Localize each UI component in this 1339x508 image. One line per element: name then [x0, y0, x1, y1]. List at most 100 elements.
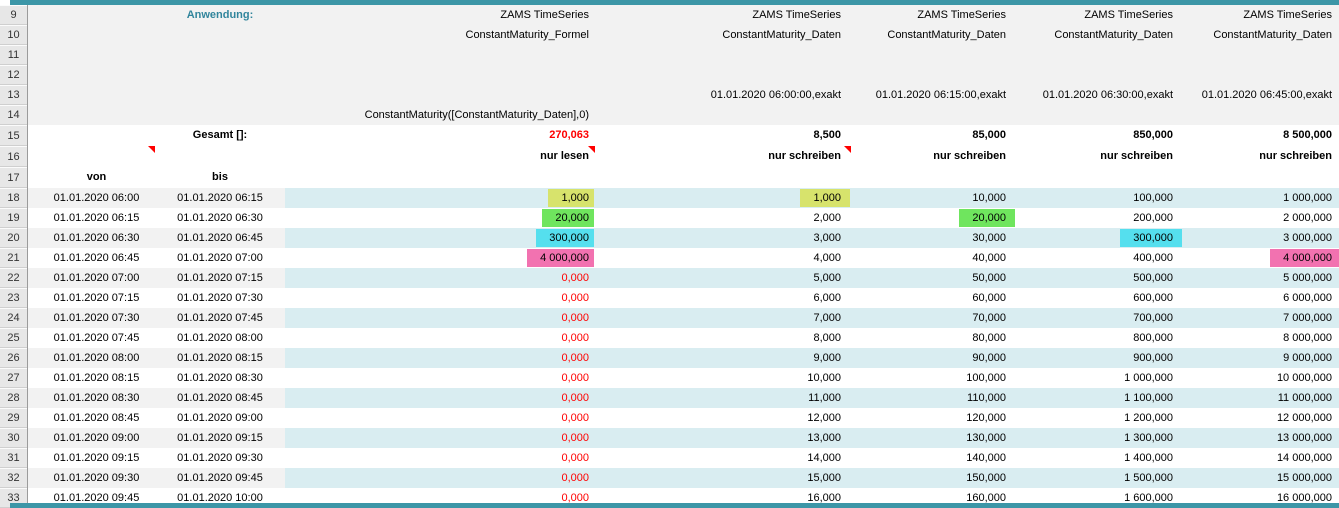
daten1-value-cell[interactable]: 1,000 — [595, 188, 851, 208]
formel-value-cell[interactable]: 0,000 — [285, 468, 595, 488]
formula-cell[interactable]: ConstantMaturity([ConstantMaturity_Daten… — [285, 105, 595, 125]
daten1-value-cell[interactable]: 7,000 — [595, 308, 851, 328]
cell-r14-daten2[interactable] — [851, 105, 1016, 125]
daten1-value-cell[interactable]: 15,000 — [595, 468, 851, 488]
cell-r14-von[interactable] — [38, 105, 155, 125]
row-header-31[interactable]: 31 — [0, 448, 27, 468]
daten4-value-cell[interactable]: 9 000,000 — [1184, 348, 1339, 368]
row-header-14[interactable]: 14 — [0, 105, 27, 125]
cell-r17-daten2[interactable] — [851, 167, 1016, 188]
cell-r14-daten4[interactable] — [1184, 105, 1339, 125]
von-cell[interactable]: 01.01.2020 08:00 — [38, 348, 155, 368]
row-header-22[interactable]: 22 — [0, 268, 27, 288]
row-header-28[interactable]: 28 — [0, 388, 27, 408]
daten1-value-cell[interactable]: 10,000 — [595, 368, 851, 388]
gesamt-daten3-cell[interactable]: 850,000 — [1016, 125, 1184, 146]
row-header-11[interactable]: 11 — [0, 45, 27, 65]
bis-cell[interactable]: 01.01.2020 08:45 — [155, 388, 285, 408]
gesamt-formel-cell[interactable]: 270,063 — [285, 125, 595, 146]
cell-r9-daten4[interactable]: ZAMS TimeSeries — [1184, 5, 1339, 25]
cell-r13-von[interactable] — [38, 85, 155, 105]
cell-r10-von[interactable] — [38, 25, 155, 45]
daten1-value-cell[interactable]: 6,000 — [595, 288, 851, 308]
daten1-value-cell[interactable]: 11,000 — [595, 388, 851, 408]
von-cell[interactable]: 01.01.2020 07:00 — [38, 268, 155, 288]
daten4-value-cell[interactable]: 8 000,000 — [1184, 328, 1339, 348]
daten1-value-cell[interactable]: 2,000 — [595, 208, 851, 228]
daten3-value-cell[interactable]: 1 100,000 — [1016, 388, 1184, 408]
bis-cell[interactable]: 01.01.2020 06:30 — [177, 212, 263, 224]
formel-value-cell[interactable]: 0,000 — [285, 488, 595, 508]
row-header-29[interactable]: 29 — [0, 408, 27, 428]
daten3-value-cell[interactable]: 1 500,000 — [1016, 468, 1184, 488]
row-header-13[interactable]: 13 — [0, 85, 27, 105]
von-cell[interactable]: 01.01.2020 09:00 — [38, 428, 155, 448]
von-cell[interactable]: 01.01.2020 06:00 — [38, 188, 155, 208]
formel-value-cell[interactable]: 0,000 — [285, 308, 595, 328]
daten3-value-cell[interactable]: 300,000 — [1016, 228, 1184, 248]
daten2-value-cell[interactable]: 60,000 — [851, 288, 1016, 308]
row-header-25[interactable]: 25 — [0, 328, 27, 348]
daten4-value-cell[interactable]: 7 000,000 — [1184, 308, 1339, 328]
daten2-value-cell[interactable]: 160,000 — [851, 488, 1016, 508]
daten2-value-cell[interactable]: 30,000 — [851, 228, 1016, 248]
gesamt-label-cell[interactable]: Gesamt []: — [155, 125, 285, 146]
von-cell[interactable]: 01.01.2020 08:30 — [38, 388, 155, 408]
daten2-value-cell[interactable]: 100,000 — [851, 368, 1016, 388]
formel-value-cell[interactable]: 0,000 — [285, 348, 595, 368]
formel-value-cell[interactable]: 20,000 — [285, 208, 595, 228]
cell-r17-daten3[interactable] — [1016, 167, 1184, 188]
cell-r9-formel[interactable]: ZAMS TimeSeries — [285, 5, 595, 25]
formel-value-cell[interactable]: 1,000 — [285, 188, 595, 208]
bis-header-cell[interactable]: bis — [155, 167, 285, 188]
daten1-value-cell[interactable]: 14,000 — [595, 448, 851, 468]
daten1-value-cell[interactable]: 4,000 — [595, 248, 851, 268]
mode-daten4-cell[interactable]: nur schreiben — [1184, 146, 1339, 167]
formel-value-cell[interactable]: 300,000 — [285, 228, 595, 248]
daten2-value-cell[interactable]: 50,000 — [851, 268, 1016, 288]
cell-r14-bis[interactable] — [155, 105, 285, 125]
daten2-value-cell[interactable]: 110,000 — [851, 388, 1016, 408]
cell-r13-bis[interactable] — [155, 85, 285, 105]
gesamt-daten4-cell[interactable]: 8 500,000 — [1184, 125, 1339, 146]
cell-r16-von[interactable] — [38, 146, 155, 167]
daten2-value-cell[interactable]: 150,000 — [851, 468, 1016, 488]
daten2-value-cell[interactable]: 10,000 — [851, 188, 1016, 208]
cell-r13-formel[interactable] — [285, 85, 595, 105]
cell-r13-daten4[interactable]: 01.01.2020 06:45:00,exakt — [1184, 85, 1339, 105]
formel-value-cell[interactable]: 0,000 — [285, 368, 595, 388]
row-header-21[interactable]: 21 — [0, 248, 27, 268]
daten4-value-cell[interactable]: 14 000,000 — [1184, 448, 1339, 468]
cell-r16-bis[interactable] — [155, 146, 285, 167]
von-cell[interactable]: 01.01.2020 09:30 — [38, 468, 155, 488]
cell-r14-daten1[interactable] — [595, 105, 851, 125]
bis-cell[interactable]: 01.01.2020 08:30 — [177, 372, 263, 384]
formel-value-cell[interactable]: 0,000 — [285, 288, 595, 308]
gesamt-daten1-cell[interactable]: 8,500 — [595, 125, 851, 146]
cell-r10-daten1[interactable]: ConstantMaturity_Daten — [595, 25, 851, 45]
daten4-value-cell[interactable]: 1 000,000 — [1184, 188, 1339, 208]
cell-r13-daten3[interactable]: 01.01.2020 06:30:00,exakt — [1016, 85, 1184, 105]
daten3-value-cell[interactable]: 1 300,000 — [1016, 428, 1184, 448]
von-cell[interactable]: 01.01.2020 06:15 — [53, 212, 140, 224]
daten2-value-cell[interactable]: 20,000 — [851, 208, 1016, 228]
bis-cell[interactable]: 01.01.2020 09:30 — [177, 452, 263, 464]
cell-r13-daten1[interactable]: 01.01.2020 06:00:00,exakt — [595, 85, 851, 105]
von-cell[interactable]: 01.01.2020 07:30 — [38, 308, 155, 328]
cell-r10-bis[interactable] — [155, 25, 285, 45]
daten4-value-cell[interactable]: 16 000,000 — [1184, 488, 1339, 508]
daten3-value-cell[interactable]: 1 600,000 — [1016, 488, 1184, 508]
bis-cell[interactable]: 01.01.2020 07:00 — [177, 252, 263, 264]
row-header-24[interactable]: 24 — [0, 308, 27, 328]
daten3-value-cell[interactable]: 700,000 — [1016, 308, 1184, 328]
daten3-value-cell[interactable]: 800,000 — [1016, 328, 1184, 348]
daten2-value-cell[interactable]: 90,000 — [851, 348, 1016, 368]
daten1-value-cell[interactable]: 12,000 — [595, 408, 851, 428]
row-header-27[interactable]: 27 — [0, 368, 27, 388]
row-header-18[interactable]: 18 — [0, 188, 27, 208]
row-header-17[interactable]: 17 — [0, 167, 27, 188]
von-header-cell[interactable]: von — [38, 167, 155, 188]
daten4-value-cell[interactable]: 13 000,000 — [1184, 428, 1339, 448]
daten3-value-cell[interactable]: 1 400,000 — [1016, 448, 1184, 468]
daten4-value-cell[interactable]: 4 000,000 — [1184, 248, 1339, 268]
